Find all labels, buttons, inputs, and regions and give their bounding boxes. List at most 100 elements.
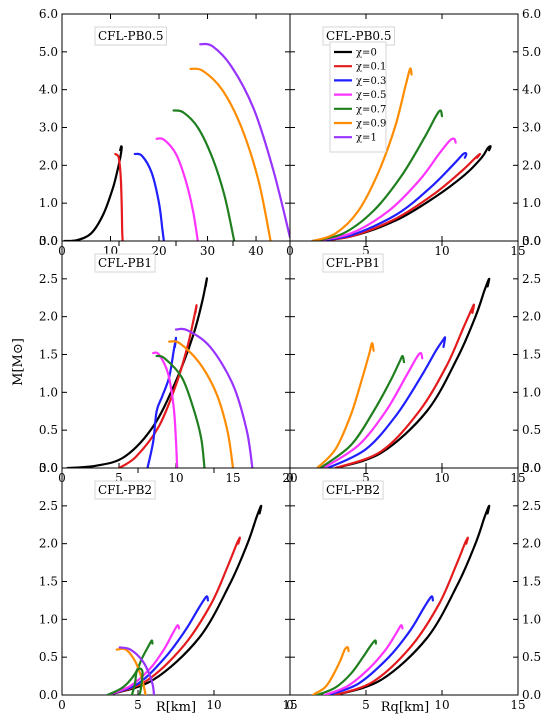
x-tick-label: 5 <box>362 698 370 712</box>
y-tick-label: 0.5 <box>522 650 541 664</box>
y-tick-label: 2.5 <box>39 499 58 513</box>
series-line <box>106 595 210 695</box>
y-tick-label: 6.0 <box>522 7 541 21</box>
legend-label: χ=0.3 <box>356 76 386 87</box>
series-line <box>323 624 404 695</box>
legend-item: χ=0.7 <box>334 104 386 115</box>
legend-item: χ=1 <box>334 133 377 144</box>
x-tick-label: 15 <box>225 471 240 485</box>
legend-label: χ=0.9 <box>356 119 386 130</box>
x-tick-label: 0 <box>58 698 66 712</box>
x-tick-label: 5 <box>134 698 142 712</box>
y-tick-label: 0.0 <box>522 688 541 702</box>
legend-item: χ=0 <box>334 48 377 59</box>
legend-item: χ=0.3 <box>334 76 386 87</box>
y-tick-label: 0.0 <box>39 234 58 248</box>
legend-label: χ=0 <box>356 48 377 59</box>
series-line <box>152 351 179 468</box>
series-line <box>118 646 156 695</box>
panel-frame <box>61 467 291 696</box>
y-tick-label: 1.0 <box>522 385 541 399</box>
series-line <box>311 67 413 241</box>
series-group <box>66 277 254 468</box>
x-tick-label: 5 <box>115 471 123 485</box>
y-tick-label: 1.5 <box>522 575 541 589</box>
y-tick-label: 1.5 <box>39 575 58 589</box>
series-line <box>174 327 254 468</box>
series-line <box>114 152 124 241</box>
series-group <box>311 504 491 695</box>
series-group <box>106 504 263 695</box>
y-tick-label: 1.0 <box>39 196 58 210</box>
x-tick-label: 0 <box>286 698 294 712</box>
y-tick-label: 2.0 <box>39 310 58 324</box>
y-tick-label: 1.5 <box>522 348 541 362</box>
y-tick-label: 1.0 <box>39 612 58 626</box>
series-line <box>326 595 434 695</box>
y-tick-label: 2.5 <box>522 272 541 286</box>
series-line <box>334 504 491 695</box>
series-group <box>63 42 290 241</box>
y-tick-label: 0.5 <box>522 423 541 437</box>
legend-item: χ=0.1 <box>334 62 386 73</box>
series-line <box>334 277 491 468</box>
series-line <box>311 646 350 695</box>
panel-title-box <box>94 480 156 500</box>
legend-label: χ=0.1 <box>356 62 386 73</box>
y-tick-label: 3.0 <box>522 234 541 248</box>
panel-title: CFL-PB0.5 <box>98 29 164 43</box>
series-line <box>334 303 476 468</box>
x-tick-label: 5 <box>362 244 370 258</box>
series-line <box>322 351 424 468</box>
y-tick-label: 0.0 <box>522 234 541 248</box>
y-tick-label: 0.0 <box>39 461 58 475</box>
y-tick-label: 6.0 <box>39 7 58 21</box>
series-line <box>189 67 272 241</box>
series-line <box>106 624 181 695</box>
series-group <box>311 67 492 241</box>
y-axis-label: M[M⊙] <box>11 338 26 386</box>
y-tick-label: 2.0 <box>39 158 58 172</box>
x-axis-label-left: R[km] <box>156 700 196 715</box>
legend-item: χ=0.9 <box>334 119 386 130</box>
x-tick-label: 15 <box>510 698 525 712</box>
x-tick-label: 40 <box>248 244 263 258</box>
series-line <box>130 667 144 695</box>
x-tick-label: 5 <box>362 471 370 485</box>
x-tick-label: 30 <box>200 244 215 258</box>
legend-box <box>329 41 387 153</box>
series-group <box>316 277 491 468</box>
series-line <box>146 336 178 468</box>
legend-label: χ=1 <box>356 133 377 144</box>
y-tick-label: 5.0 <box>522 45 541 59</box>
panel-5: 0 5 10 15 0.0 0.5 1.0 1.5 2.0 2.5 3.0 CFL-PB2 <box>39 461 298 712</box>
series-line <box>316 639 377 695</box>
series-line <box>106 639 154 695</box>
y-tick-label: 0.0 <box>39 688 58 702</box>
series-line <box>106 504 263 695</box>
legend-label: χ=0.5 <box>356 90 386 101</box>
y-tick-label: 3.0 <box>522 461 541 475</box>
series-line <box>66 277 209 468</box>
panel-title: CFL-PB0.5 <box>326 29 392 43</box>
y-tick-label: 1.5 <box>39 348 58 362</box>
series-line <box>155 354 206 468</box>
y-tick-label: 3.0 <box>39 121 58 135</box>
panel-title-box <box>322 480 384 500</box>
series-line <box>155 137 199 241</box>
panels: 0 10 20 30 400.01.02.03.04.05.06.0CFL-PB0.50… <box>39 7 541 712</box>
series-line <box>311 151 468 241</box>
panel-title-box <box>94 26 167 46</box>
y-tick-label: 4.0 <box>39 83 58 97</box>
x-tick-label: 10 <box>206 698 221 712</box>
series-line <box>168 340 235 468</box>
panel-title: CFL-PB1 <box>326 256 380 270</box>
series-line <box>316 342 375 468</box>
series-line <box>319 354 406 468</box>
y-tick-label: 1.0 <box>522 196 541 210</box>
